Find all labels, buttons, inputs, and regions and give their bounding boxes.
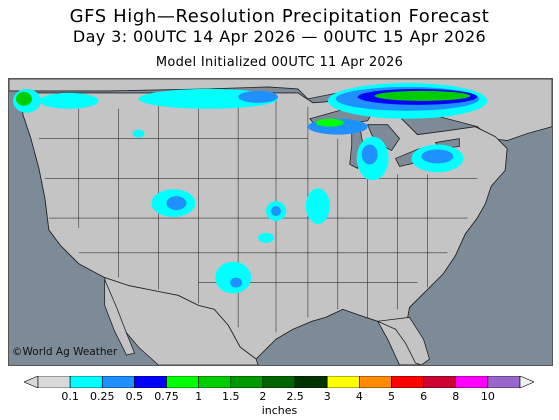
precipitation-map (8, 78, 553, 366)
legend-label: 8 (452, 390, 460, 403)
florida-peninsula (376, 316, 430, 365)
legend-label: 2 (259, 390, 267, 403)
legend-swatch (166, 376, 199, 388)
legend-swatch (294, 376, 328, 388)
legend-color-bar (24, 376, 534, 388)
legend-swatch (391, 376, 424, 388)
legend-swatch (423, 376, 457, 388)
legend-arrow-low (24, 376, 39, 388)
forecast-period: Day 3: 00UTC 14 Apr 2026 — 00UTC 15 Apr … (72, 27, 487, 46)
legend-swatch (134, 376, 167, 388)
legend-label: 5 (387, 390, 395, 403)
legend-label: 4 (355, 390, 363, 403)
legend-label: 0.25 (90, 390, 115, 403)
legend-arrow-high (519, 376, 534, 388)
legend-label: 1.5 (222, 390, 240, 403)
legend-label: 6 (420, 390, 428, 403)
legend-label: 10 (480, 390, 495, 403)
legend-label: 2.5 (286, 390, 304, 403)
model-initialized: Model Initialized 00UTC 11 Apr 2026 (155, 55, 404, 70)
legend-units: inches (261, 404, 298, 417)
legend-swatch-below (37, 376, 71, 388)
legend-label: 1 (195, 390, 203, 403)
legend-swatch (69, 376, 103, 388)
baja-peninsula (104, 279, 136, 356)
legend-swatch (487, 376, 521, 388)
legend-swatch (101, 376, 135, 388)
legend-swatch (262, 376, 296, 388)
precipitation-areas (12, 82, 488, 294)
legend-swatch (198, 376, 232, 388)
legend-swatch (455, 376, 489, 388)
legend-label: 0.75 (154, 390, 179, 403)
legend-swatch (230, 376, 264, 388)
credit-label: ©World Ag Weather (12, 346, 118, 358)
legend-label: 0.5 (125, 390, 144, 403)
map-title: GFS High—Resolution Precipitation Foreca… (69, 6, 490, 27)
legend-swatch (326, 376, 360, 388)
legend-swatch (359, 376, 392, 388)
legend-label: 0.1 (61, 390, 79, 403)
legend-label: 3 (323, 390, 331, 403)
